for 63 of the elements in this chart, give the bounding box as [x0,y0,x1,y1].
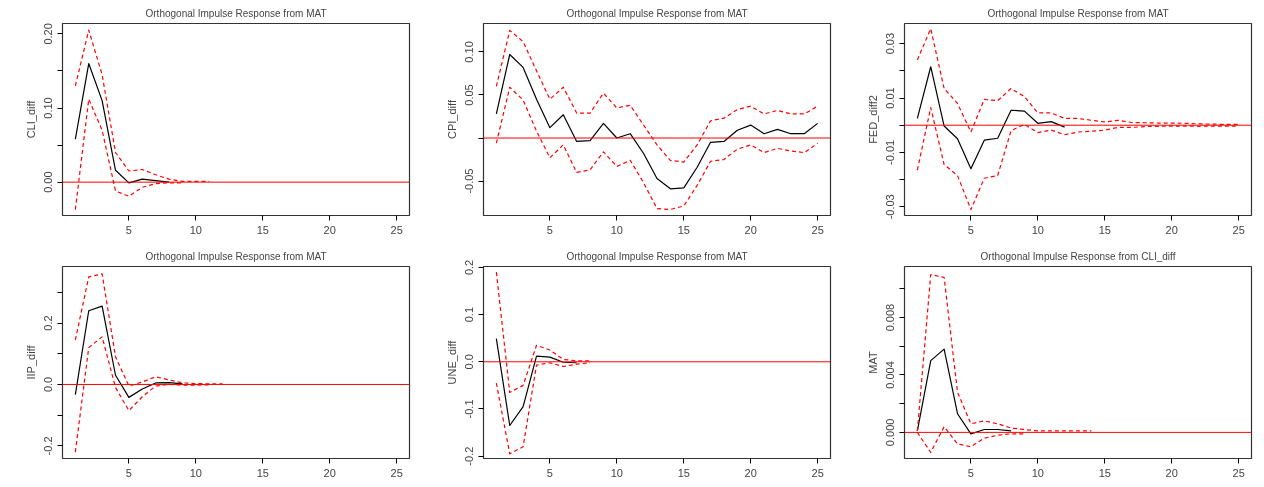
y-tick-label: 0.1 [463,306,476,323]
x-tick-label: 20 [323,223,336,236]
x-tick-label: 10 [610,223,623,236]
x-tick-label: 15 [1098,223,1111,236]
x-tick-label: 5 [125,466,132,479]
chart-title: Orthogonal Impulse Response from MAT [566,7,748,19]
y-axis-title: UNE_diff [445,339,458,385]
x-tick-label: 10 [189,223,202,236]
y-tick-label: 0.10 [463,41,476,63]
y-tick-label: 0.20 [42,23,55,45]
y-tick-label: 0.05 [463,84,476,106]
x-tick-label: 5 [546,466,553,479]
y-tick-label: 0.2 [463,259,476,276]
y-axis-title: CLI_diff [24,99,37,139]
x-tick-label: 15 [256,223,269,236]
y-axis-title: MAT [866,351,879,374]
x-tick-label: 25 [811,466,824,479]
chart-title: Orthogonal Impulse Response from MAT [987,7,1169,19]
x-tick-label: 25 [390,223,403,236]
y-axis-title: FED_diff2 [866,95,879,144]
x-tick-label: 5 [967,223,974,236]
x-tick-label: 25 [811,223,824,236]
x-tick-label: 10 [189,466,202,479]
chart-title: Orthogonal Impulse Response from CLI_diff [980,250,1176,262]
y-tick-label: -0.2 [463,446,476,466]
chart-title: Orthogonal Impulse Response from MAT [145,250,327,262]
x-tick-label: 20 [1165,223,1178,236]
x-tick-label: 5 [125,223,132,236]
y-tick-label: 0.2 [42,315,55,331]
x-tick-label: 10 [1031,223,1044,236]
y-tick-label: -0.1 [463,399,476,419]
y-tick-label: 0.00 [42,171,55,193]
x-tick-label: 25 [1232,223,1245,236]
y-tick-label: -0.03 [884,194,897,220]
y-axis-title: CPI_diff [445,99,458,139]
x-tick-label: 15 [256,466,269,479]
y-tick-label: -0.01 [884,139,897,165]
x-tick-label: 10 [610,466,623,479]
x-tick-label: 5 [967,466,974,479]
x-tick-label: 20 [744,223,757,236]
chart-title: Orthogonal Impulse Response from MAT [566,250,748,262]
x-tick-label: 15 [677,466,690,479]
y-tick-label: 0.0 [42,376,55,393]
x-tick-label: 20 [744,466,757,479]
y-tick-label: 0.004 [884,361,897,389]
y-tick-label: 0.03 [884,32,897,55]
y-tick-label: 0.01 [884,87,897,109]
y-axis-title: IIP_diff [24,344,37,380]
y-tick-label: -0.2 [42,436,55,456]
y-tick-label: 0.008 [884,303,897,332]
y-tick-label: 0.000 [884,418,897,447]
x-tick-label: 15 [1098,466,1111,479]
x-tick-label: 25 [390,466,403,479]
x-tick-label: 5 [546,223,553,236]
x-tick-label: 10 [1031,466,1044,479]
y-tick-label: 0.0 [463,354,476,370]
x-tick-label: 20 [1165,466,1178,479]
x-tick-label: 15 [677,223,690,236]
y-tick-label: 0.10 [42,97,55,119]
chart-title: Orthogonal Impulse Response from MAT [145,7,327,19]
y-tick-label: -0.05 [463,168,476,194]
x-tick-label: 20 [323,466,336,479]
x-tick-label: 25 [1232,466,1245,479]
